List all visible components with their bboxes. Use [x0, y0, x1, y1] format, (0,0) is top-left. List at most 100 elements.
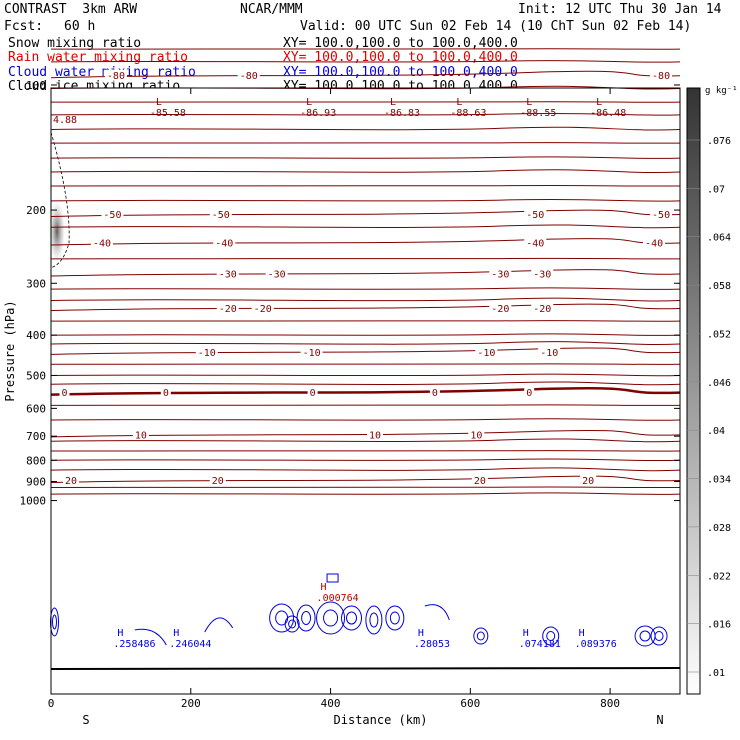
cloud-water-contour [204, 617, 234, 633]
contour-label-bg [265, 268, 288, 280]
colorbar-unit: g kg⁻¹ [705, 86, 738, 96]
low-marker: L [156, 97, 162, 108]
temperature-contour [50, 142, 681, 144]
contour-label: -30 [219, 270, 237, 281]
contour-label: 10 [135, 430, 147, 441]
valid-time: Valid: 00 UTC Sun 02 Feb 14 (10 ChT Sun … [300, 19, 692, 34]
temperature-contour [50, 418, 681, 421]
colorbar-label: .028 [707, 523, 731, 534]
contour-label: -40 [526, 238, 544, 249]
temperature-contour [50, 198, 681, 202]
contour-label-bg [538, 346, 561, 358]
x-tick-label: 600 [460, 697, 480, 710]
rain-water-high-value: .000764 [317, 593, 359, 604]
low-marker: L [526, 97, 532, 108]
cloud-water-contour [346, 611, 358, 625]
contour-label: 20 [65, 476, 77, 487]
contour-label-bg [237, 69, 260, 81]
contour-label: -20 [491, 304, 509, 315]
contour-label: 20 [212, 476, 224, 487]
temperature-contour [50, 60, 681, 63]
contour-label-bg [209, 208, 232, 220]
contour-label-bg [643, 236, 666, 248]
low-value: -88.63 [450, 108, 486, 119]
cloud-water-contour [134, 628, 167, 646]
cloud-water-contour [542, 626, 560, 646]
y-tick-label: 100 [26, 79, 46, 92]
cloud-water-contour [424, 604, 450, 621]
temperature-contour [50, 363, 681, 365]
low-marker: L [456, 97, 462, 108]
colorbar-label: .058 [707, 281, 731, 292]
contour-label: -20 [254, 304, 272, 315]
colorbar-label: .01 [707, 668, 725, 679]
x-tick-label: 800 [600, 697, 620, 710]
cloud-water-high-marker: H [173, 628, 179, 639]
temperature-contour [50, 404, 681, 406]
contour-label: 10 [369, 430, 381, 441]
temperature-contour [50, 185, 681, 187]
colorbar-label: .034 [707, 475, 731, 486]
temperature-contour [50, 438, 681, 443]
colorbar-gradient [686, 87, 701, 695]
contour-label-bg [101, 208, 124, 220]
cloud-water-contour [323, 609, 339, 627]
temperature-contour [50, 101, 681, 103]
contour-label: -20 [533, 304, 551, 315]
low-value: -86.93 [300, 108, 336, 119]
contour-label: -40 [645, 238, 663, 249]
colorbar-label: .064 [707, 233, 731, 244]
contour-label: -80 [652, 71, 670, 82]
cloud-water-contour [296, 604, 316, 632]
contour-label: 0 [432, 388, 438, 399]
contour-label-bg [90, 236, 113, 248]
contour-label-bg [251, 302, 274, 314]
y-tick-label: 1000 [20, 495, 47, 508]
cloud-water-contour [288, 619, 297, 629]
field-name-snow: Snow mixing ratio [8, 36, 142, 51]
init-time: Init: 12 UTC Thu 30 Jan 14 [518, 2, 722, 17]
colorbar-label: .016 [707, 620, 731, 631]
contour-label: -10 [198, 348, 216, 359]
y-tick-label: 300 [26, 277, 46, 290]
contour-label: -10 [303, 348, 321, 359]
fcst-value: 60 h [64, 19, 96, 34]
cloud-water-high-value: .089376 [575, 639, 617, 650]
cloud-water-contour [369, 612, 379, 628]
x-axis-label: Distance (km) [334, 713, 428, 727]
low-marker: L [306, 97, 312, 108]
colorbar-label: .04 [707, 426, 725, 437]
cloud-water-high-value: .28053 [414, 639, 450, 650]
temperature-contour [50, 381, 681, 386]
temperature-contour [50, 320, 681, 322]
temperature-contour [50, 238, 681, 246]
x-end-label-right: N [656, 713, 663, 727]
low-value: -86.48 [590, 108, 626, 119]
temperature-contour [50, 475, 681, 484]
center-label: NCAR/MMM [240, 2, 303, 17]
model-title: CONTRAST 3km ARW [4, 2, 138, 17]
colorbar-label: .046 [707, 378, 731, 389]
colorbar-label: .07 [707, 184, 725, 195]
contour-label: -20 [219, 304, 237, 315]
temperature-contour [50, 347, 681, 355]
contour-label: -30 [491, 270, 509, 281]
contour-label: -30 [533, 270, 551, 281]
y-tick-label: 200 [26, 204, 46, 217]
temperature-contour [50, 341, 681, 346]
cloud-water-contour [385, 605, 405, 631]
contour-label-bg [475, 346, 498, 358]
contour-label-bg [366, 428, 383, 440]
x-tick-label: 400 [321, 697, 341, 710]
cloud-water-contour [650, 626, 668, 646]
contour-label: 0 [526, 388, 532, 399]
contour-label-bg [650, 208, 673, 220]
y-tick-label: 400 [26, 329, 46, 342]
field-name-rain: Rain water mixing ratio [8, 50, 189, 65]
contour-label-bg [59, 386, 70, 398]
cloud-water-high-marker: H [579, 628, 585, 639]
contour-label: -40 [93, 238, 111, 249]
y-tick-label: 600 [26, 402, 46, 415]
cloud-water-high-marker: H [523, 628, 529, 639]
cloud-water-contour [51, 614, 57, 630]
